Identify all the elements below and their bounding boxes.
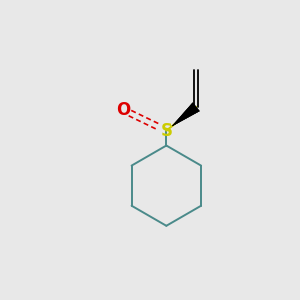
Text: S: S — [160, 122, 172, 140]
Polygon shape — [172, 103, 200, 126]
Polygon shape — [172, 103, 200, 126]
Text: O: O — [116, 101, 130, 119]
